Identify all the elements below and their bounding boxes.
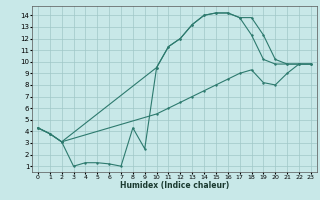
X-axis label: Humidex (Indice chaleur): Humidex (Indice chaleur) bbox=[120, 181, 229, 190]
